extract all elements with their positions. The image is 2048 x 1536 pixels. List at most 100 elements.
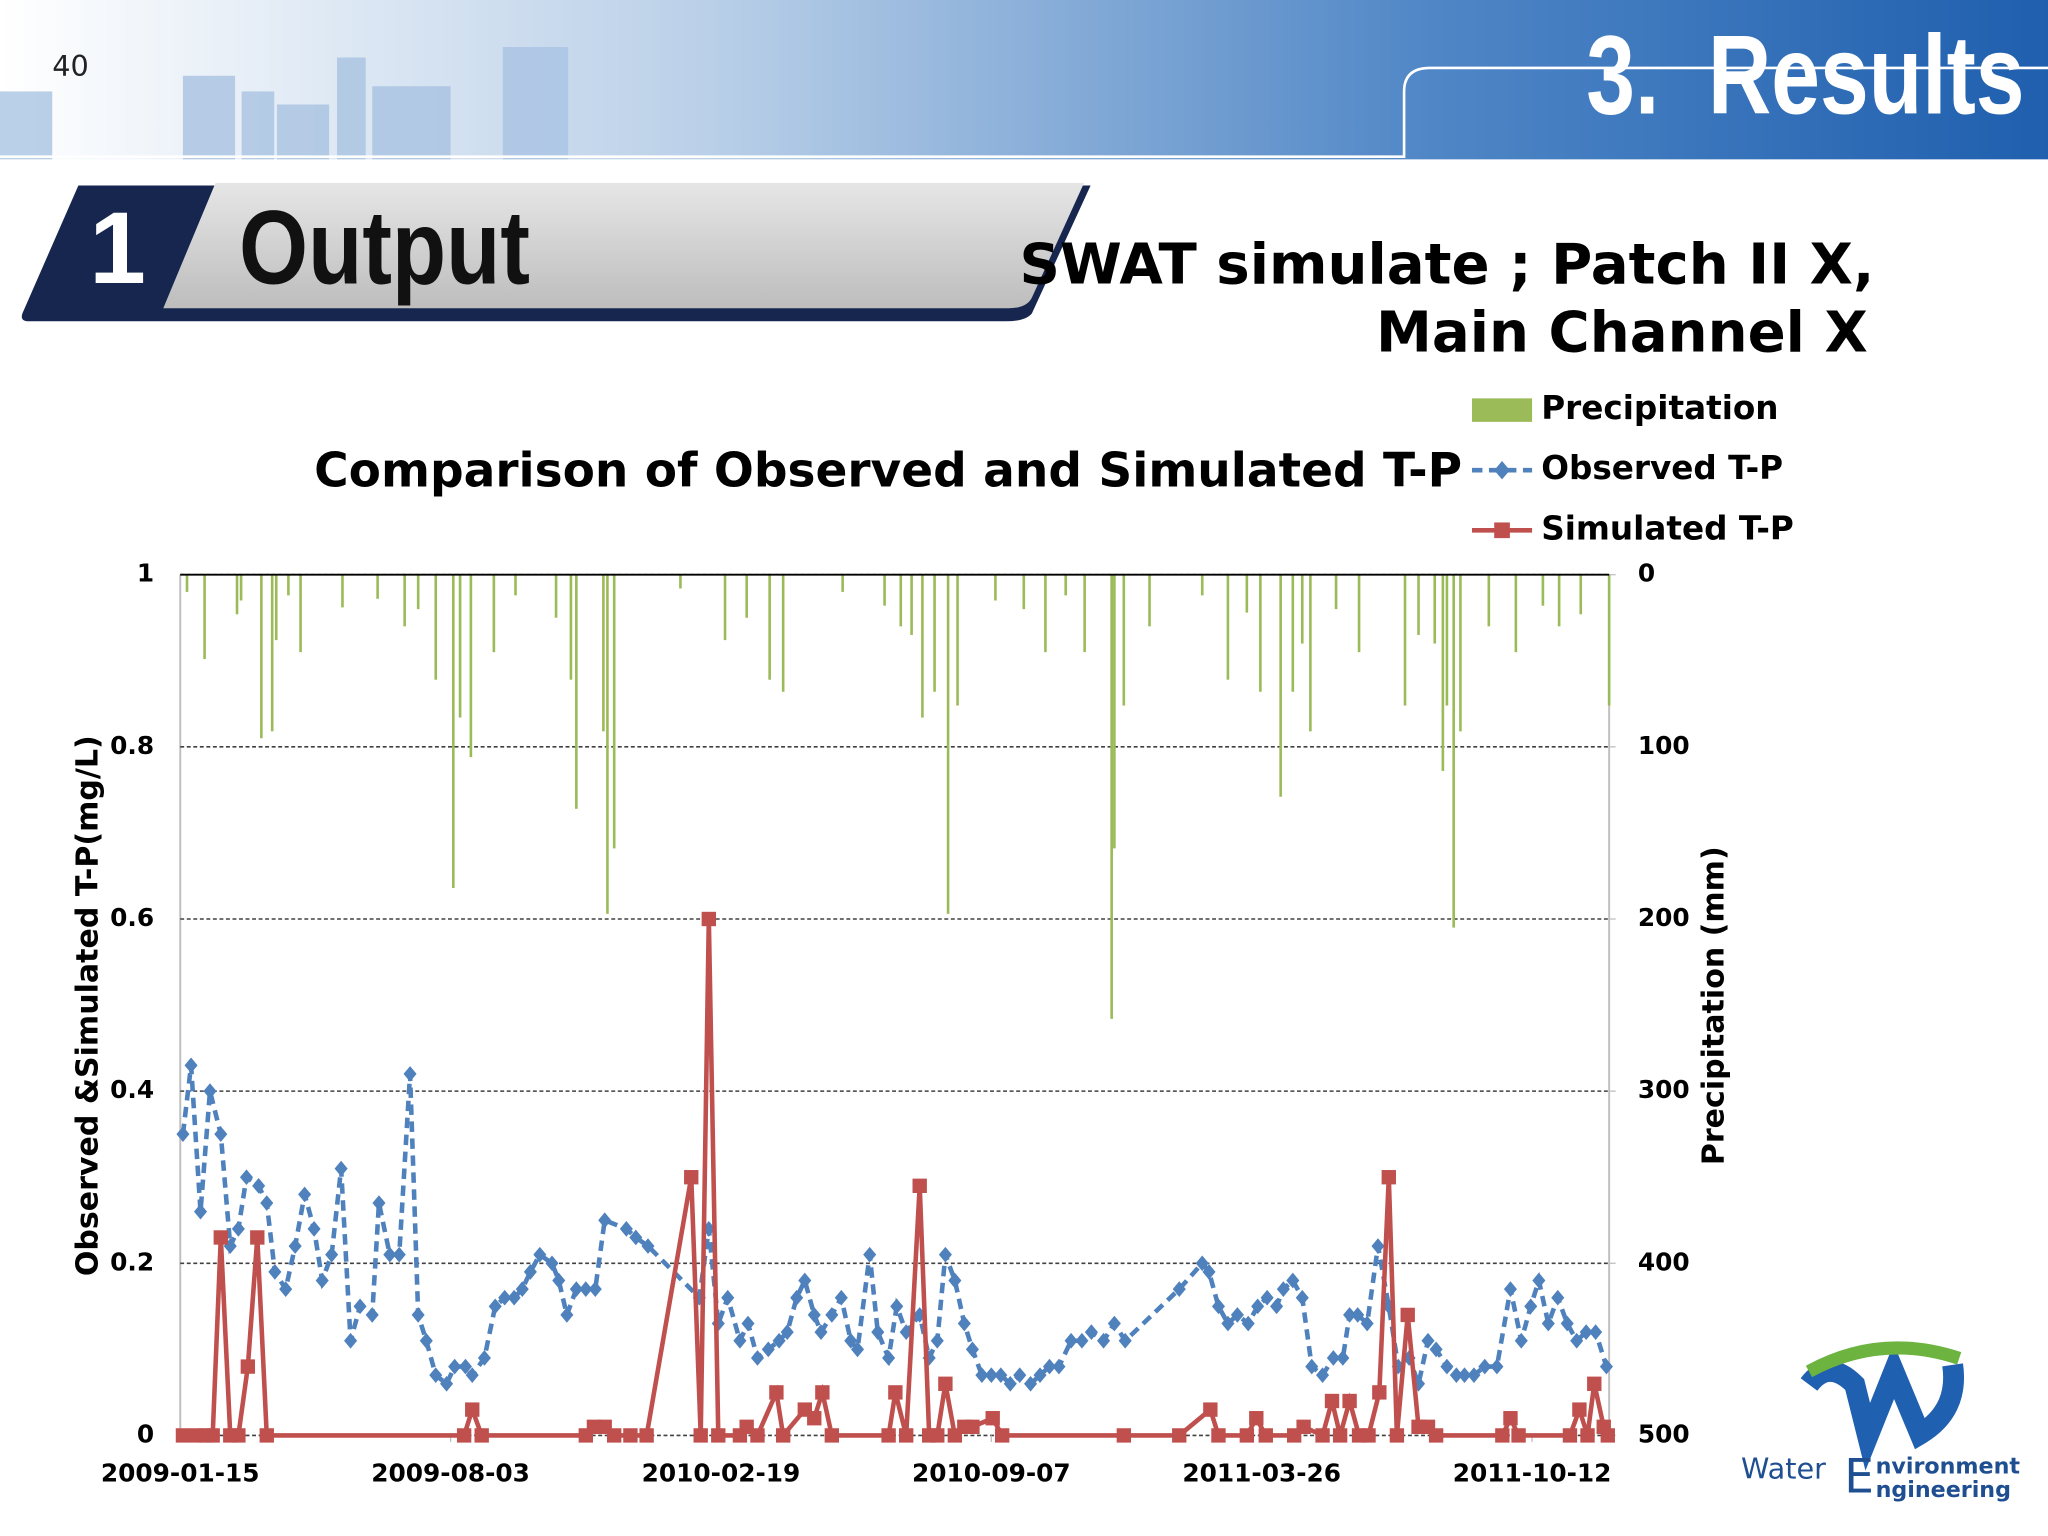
bar (1541, 574, 1545, 606)
data-point (1316, 1367, 1330, 1384)
data-point (912, 1178, 927, 1193)
data-point (579, 1281, 593, 1297)
data-point (750, 1350, 765, 1366)
bar (1607, 574, 1611, 706)
data-point (1258, 1428, 1273, 1443)
data-point (824, 1428, 840, 1443)
data-point (1172, 1428, 1187, 1443)
logo-text: E (1844, 1449, 1874, 1504)
bar (1433, 574, 1437, 644)
y-tick-label: 0 (137, 1419, 154, 1448)
data-point (761, 1341, 775, 1358)
bar (899, 574, 903, 627)
data-point (965, 1341, 979, 1358)
data-point (1514, 1332, 1528, 1349)
data-point (639, 1428, 654, 1443)
data-point (1342, 1393, 1357, 1409)
data-point (560, 1307, 574, 1323)
bar (1200, 574, 1204, 596)
data-point (899, 1428, 914, 1443)
data-point (440, 1375, 454, 1392)
bar (1044, 574, 1047, 653)
y2-tick-label: 100 (1638, 731, 1690, 760)
data-point (325, 1246, 339, 1263)
data-point (184, 1057, 198, 1074)
data-point (456, 1428, 472, 1443)
data-point (1336, 1350, 1350, 1366)
data-point (888, 1385, 903, 1400)
data-point (1428, 1428, 1444, 1443)
data-point (515, 1281, 529, 1297)
data-point (1239, 1428, 1255, 1443)
x-tick-label: 2009-01-15 (101, 1459, 260, 1488)
data-point (881, 1428, 896, 1443)
bar (781, 574, 785, 692)
data-point (175, 1428, 191, 1443)
logo-text: ngineering (1876, 1477, 2011, 1503)
data-point (1495, 1428, 1510, 1443)
data-point (268, 1264, 282, 1280)
data-point (403, 1066, 417, 1082)
data-point (240, 1359, 256, 1374)
data-point (975, 1367, 989, 1384)
data-point (1315, 1428, 1330, 1443)
data-point (250, 1230, 265, 1245)
bar (1300, 574, 1304, 644)
legend-label: Observed T-P (1541, 449, 1783, 487)
data-point (623, 1428, 638, 1443)
data-point (334, 1160, 348, 1177)
data-point (711, 1428, 726, 1443)
bar (1245, 574, 1249, 613)
data-point (948, 1272, 962, 1289)
data-point (641, 1238, 655, 1254)
y2-tick-label: 400 (1638, 1247, 1690, 1276)
bar (1226, 574, 1230, 680)
tab-body (163, 182, 1085, 309)
data-point (465, 1402, 480, 1417)
data-point (429, 1367, 443, 1384)
logo-mark (1800, 1343, 1964, 1471)
bar (341, 574, 344, 608)
data-point (1251, 1298, 1265, 1315)
data-point (1551, 1289, 1565, 1306)
data-point (984, 1367, 998, 1384)
bar (921, 574, 924, 718)
data-point (477, 1350, 491, 1366)
bar (612, 574, 616, 849)
bar (933, 574, 936, 692)
data-point (1107, 1315, 1121, 1332)
data-point (569, 1281, 583, 1297)
data-point (619, 1221, 633, 1237)
data-point (353, 1298, 367, 1315)
data-point (1503, 1411, 1518, 1426)
data-point (693, 1428, 708, 1443)
x-tick-label: 2009-08-03 (371, 1459, 530, 1488)
logo-swoosh (1805, 1341, 1962, 1378)
bar (203, 574, 206, 660)
data-point (1003, 1375, 1017, 1392)
data-point (1324, 1393, 1340, 1409)
data-point (930, 1428, 945, 1443)
data-point (586, 1419, 602, 1435)
data-point (213, 1230, 228, 1245)
data-point (807, 1411, 822, 1426)
bar (1122, 574, 1126, 706)
data-point (798, 1272, 812, 1289)
data-point (1580, 1428, 1595, 1443)
legend-swatch (1472, 398, 1533, 422)
data-point (1381, 1170, 1396, 1185)
data-point (1296, 1419, 1311, 1435)
y2-tick-label: 500 (1638, 1419, 1690, 1448)
data-point (307, 1221, 321, 1237)
data-point (930, 1332, 944, 1349)
bar (239, 574, 243, 601)
data-point (533, 1246, 547, 1263)
data-point (259, 1428, 274, 1443)
bar (1110, 574, 1113, 1019)
bar (602, 574, 605, 732)
data-point (1579, 1324, 1593, 1340)
bar (1148, 574, 1151, 627)
bar (723, 574, 727, 641)
data-point (985, 1411, 1000, 1426)
chart-title: Comparison of Observed and Simulated T-P (314, 444, 1462, 499)
